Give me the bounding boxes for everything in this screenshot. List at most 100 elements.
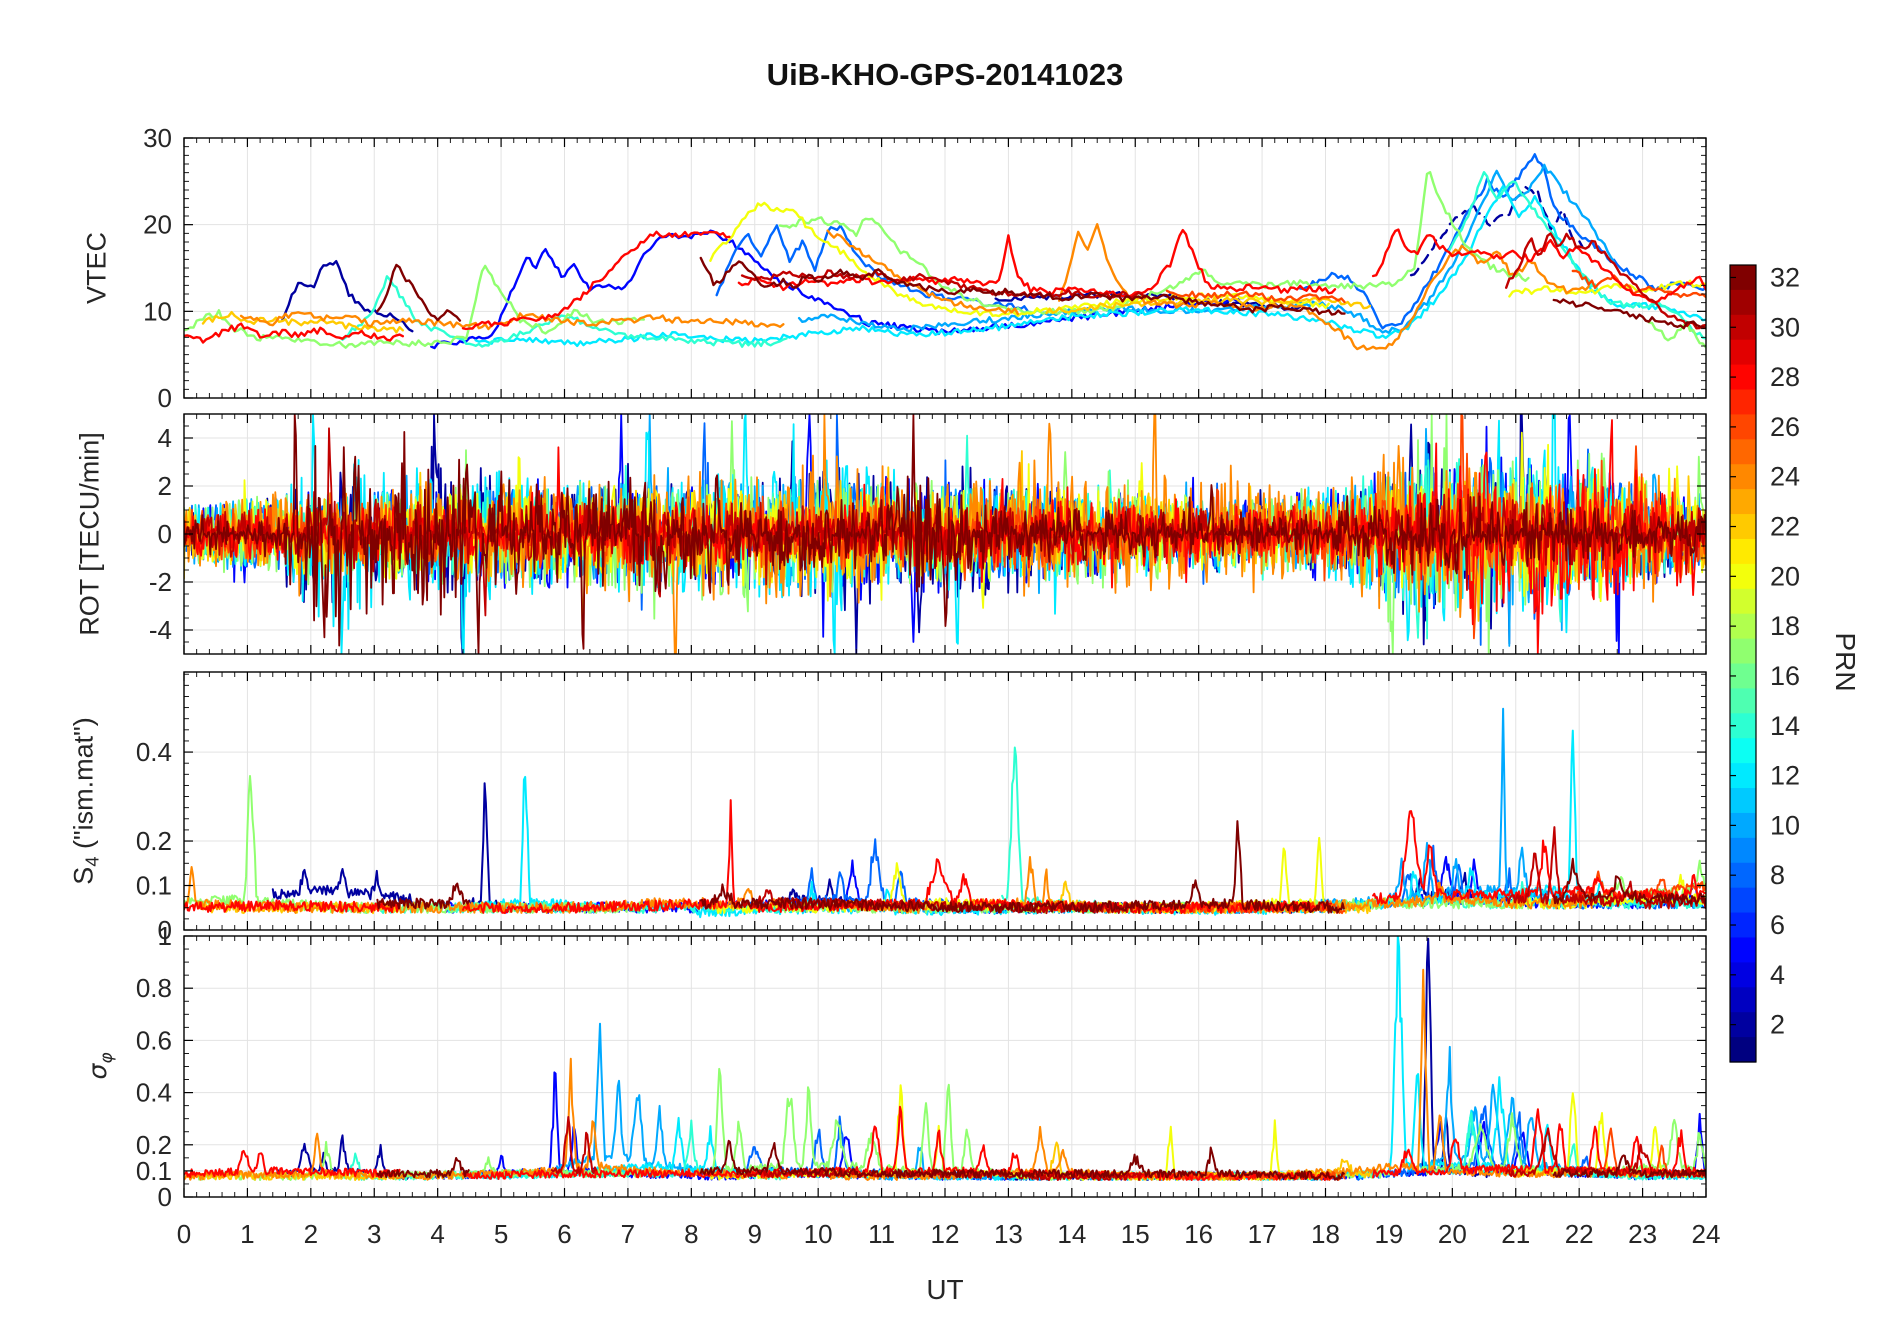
axes-box-s4 (183, 671, 1707, 931)
ylabel-s4-sub: 4 (81, 856, 103, 867)
svg-text:16: 16 (1184, 1219, 1213, 1249)
series-prn-32 (699, 256, 1346, 316)
svg-text:14: 14 (1770, 711, 1800, 741)
svg-text:0: 0 (158, 1182, 172, 1212)
series-prn-10 (797, 163, 1616, 334)
svg-text:7: 7 (621, 1219, 635, 1249)
series-prn-32 (376, 882, 470, 910)
series-prn-8 (1298, 153, 1706, 330)
series-prn-28 (462, 1168, 750, 1180)
svg-text:10: 10 (804, 1219, 833, 1249)
series-prn-28 (184, 899, 401, 914)
svg-text:0.4: 0.4 (136, 737, 172, 767)
series-s4 (184, 707, 1706, 919)
svg-text:6: 6 (557, 1219, 571, 1249)
series-prn-17 (184, 1140, 642, 1181)
series-prn-32 (1552, 298, 1706, 330)
series-prn-12 (474, 775, 598, 914)
series-prn-32 (1552, 857, 1706, 905)
series-prn-14 (1001, 746, 1137, 914)
figure-title: UiB-KHO-GPS-20141023 (766, 57, 1124, 92)
series-prn-22 (1045, 296, 1372, 315)
svg-text:22: 22 (1770, 512, 1800, 542)
axes-box-sigma_phi (183, 935, 1707, 1198)
svg-text:8: 8 (1770, 860, 1785, 890)
series-prn-20 (1508, 279, 1706, 298)
ylabel-s4-pre: S (68, 866, 99, 885)
svg-text:23: 23 (1628, 1219, 1657, 1249)
svg-text:2: 2 (304, 1219, 318, 1249)
series-prn-28 (461, 230, 731, 331)
svg-text:0: 0 (158, 383, 172, 413)
svg-text:1: 1 (158, 921, 172, 951)
series-prn-2 (1406, 937, 1492, 1179)
ytick-labels-vtec: 0 10 20 30 (143, 123, 172, 413)
axes-box-vtec (183, 137, 1707, 399)
ytick-labels-s4: 0 0.1 0.2 0.4 (136, 737, 172, 945)
svg-text:12: 12 (1770, 761, 1800, 791)
svg-text:12: 12 (931, 1219, 960, 1249)
svg-text:20: 20 (143, 210, 172, 240)
svg-text:22: 22 (1565, 1219, 1594, 1249)
series-prn-28 (462, 799, 750, 915)
ylabel-sigma-sub: φ (96, 1052, 117, 1064)
series-prn-32 (699, 820, 1345, 914)
ylabel-rot: ROT [TECU/min] (74, 432, 105, 636)
svg-text:28: 28 (1770, 362, 1800, 392)
ytick-labels-rot: -4 -2 0 2 4 (149, 423, 172, 645)
ylabel-s4: S4 ("ism.mat") (68, 717, 103, 884)
svg-text:24: 24 (1692, 1219, 1721, 1249)
svg-text:6: 6 (1770, 910, 1785, 940)
svg-text:0.2: 0.2 (136, 1130, 172, 1160)
svg-text:5: 5 (494, 1219, 508, 1249)
ylabel-sigma-pre: σ (83, 1063, 113, 1080)
svg-text:17: 17 (1248, 1219, 1277, 1249)
svg-text:24: 24 (1770, 462, 1800, 492)
series-prn-2 (468, 782, 503, 910)
series-prn-17 (184, 264, 645, 349)
series-prn-28 (184, 322, 404, 344)
series-prn-2 (1409, 185, 1584, 277)
series-prn-2 (281, 260, 414, 333)
series-prn-17 (1647, 321, 1706, 349)
ylabel-sigma-phi: σφ (83, 1052, 117, 1079)
colorbar-label-prn: PRN (1830, 632, 1861, 692)
series-prn-32 (376, 263, 462, 322)
panel-s4: 0 0.1 0.2 0.4 (136, 671, 1707, 945)
ylabel-s4-rest: ("ism.mat") (68, 717, 99, 857)
grid-s4 (184, 672, 1706, 930)
svg-text:0.1: 0.1 (136, 1156, 172, 1186)
svg-text:0.4: 0.4 (136, 1078, 172, 1108)
ylabel-vtec: VTEC (81, 231, 112, 305)
svg-text:18: 18 (1770, 611, 1800, 641)
svg-text:21: 21 (1501, 1219, 1530, 1249)
series-prn-32 (699, 1139, 1345, 1181)
series-prn-5 (430, 1071, 1010, 1181)
series-prn-32 (184, 414, 1706, 654)
svg-text:16: 16 (1770, 661, 1800, 691)
svg-text:26: 26 (1770, 412, 1800, 442)
series-prn-12 (474, 184, 1706, 348)
series-prn-32 (376, 1157, 470, 1179)
svg-text:0.8: 0.8 (136, 973, 172, 1003)
svg-text:20: 20 (1438, 1219, 1467, 1249)
series-prn-10 (798, 707, 1612, 915)
svg-text:14: 14 (1057, 1219, 1086, 1249)
svg-text:13: 13 (994, 1219, 1023, 1249)
series-prn-24 (1057, 223, 1590, 351)
series-prn-26 (1165, 289, 1346, 304)
series-prn-28 (1371, 228, 1706, 304)
svg-text:4: 4 (158, 423, 172, 453)
series-prn-24 (239, 311, 785, 331)
svg-text:19: 19 (1374, 1219, 1403, 1249)
panel-vtec: 0 10 20 30 (143, 123, 1707, 413)
ytick-labels-sigma_phi: 00.10.2 0.4 0.6 0.8 1 (136, 921, 172, 1212)
series-prn-30 (550, 1116, 598, 1175)
svg-text:9: 9 (748, 1219, 762, 1249)
svg-text:0.6: 0.6 (136, 1025, 172, 1055)
svg-text:20: 20 (1770, 561, 1800, 591)
series-prn-22 (201, 310, 404, 334)
